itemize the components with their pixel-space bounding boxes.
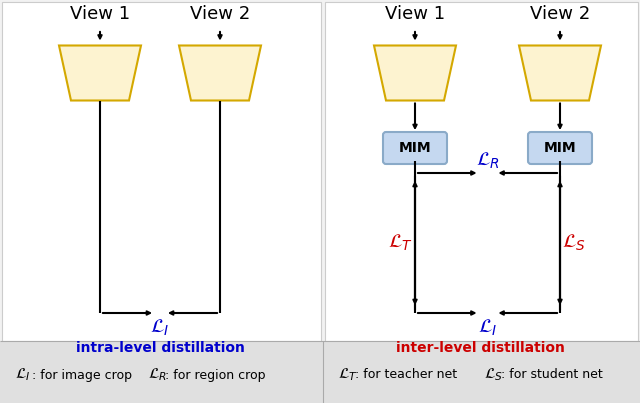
Polygon shape xyxy=(179,46,261,100)
Text: inter-level distillation: inter-level distillation xyxy=(396,341,564,355)
Text: $\mathcal{L}_I$: $\mathcal{L}_I$ xyxy=(478,318,497,338)
Text: $\mathcal{L}_R$: $\mathcal{L}_R$ xyxy=(476,151,499,171)
Text: View 2: View 2 xyxy=(530,5,590,23)
Polygon shape xyxy=(374,46,456,100)
Text: $\mathcal{L}_T$: $\mathcal{L}_T$ xyxy=(388,233,413,253)
Text: View 1: View 1 xyxy=(385,5,445,23)
Text: $\mathcal{L}_R$: $\mathcal{L}_R$ xyxy=(148,367,167,383)
FancyBboxPatch shape xyxy=(383,132,447,164)
Text: $\mathcal{L}_I$: $\mathcal{L}_I$ xyxy=(15,367,31,383)
Text: MIM: MIM xyxy=(399,141,431,155)
Bar xyxy=(325,2,638,341)
Text: : for student net: : for student net xyxy=(501,368,603,382)
Text: View 2: View 2 xyxy=(190,5,250,23)
Bar xyxy=(2,2,321,341)
Text: $\mathcal{L}_S$: $\mathcal{L}_S$ xyxy=(484,367,503,383)
Text: : for image crop: : for image crop xyxy=(32,368,132,382)
Bar xyxy=(0,341,640,403)
Text: : for region crop: : for region crop xyxy=(165,368,266,382)
Polygon shape xyxy=(519,46,601,100)
FancyBboxPatch shape xyxy=(528,132,592,164)
Text: $\mathcal{L}_I$: $\mathcal{L}_I$ xyxy=(150,318,170,338)
Polygon shape xyxy=(59,46,141,100)
Text: $\mathcal{L}_S$: $\mathcal{L}_S$ xyxy=(562,233,586,253)
Text: intra-level distillation: intra-level distillation xyxy=(76,341,244,355)
Text: $\mathcal{L}_T$: $\mathcal{L}_T$ xyxy=(338,367,358,383)
Text: View 1: View 1 xyxy=(70,5,130,23)
Text: : for teacher net: : for teacher net xyxy=(355,368,457,382)
Text: MIM: MIM xyxy=(544,141,576,155)
